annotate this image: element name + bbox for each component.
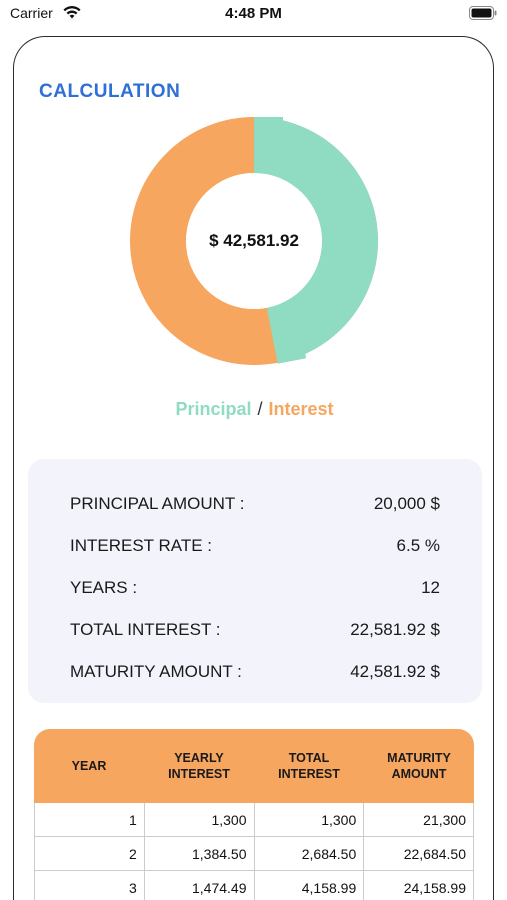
table-row: 3 1,474.49 4,158.99 24,158.99 — [34, 871, 474, 900]
summary-value: 22,581.92 $ — [350, 620, 440, 639]
wifi-icon — [63, 6, 81, 19]
cell-maturity-amount: 22,684.50 — [364, 837, 474, 870]
donut-hole — [186, 173, 322, 309]
chart-legend: Principal / Interest — [14, 399, 493, 420]
cell-year: 1 — [35, 803, 145, 836]
summary-row-principal: PRINCIPAL AMOUNT : 20,000 $ — [70, 483, 440, 525]
donut-svg — [130, 117, 378, 365]
column-header-maturity-amount: MATURITY AMOUNT — [387, 751, 451, 781]
donut-chart: $ 42,581.92 — [130, 117, 378, 365]
summary-value: 6.5 % — [396, 536, 440, 555]
yearly-table: YEAR YEARLY INTEREST TOTAL INTEREST MATURI… — [34, 729, 474, 900]
table-header: YEAR YEARLY INTEREST TOTAL INTEREST MATURI… — [34, 729, 474, 803]
legend-separator: / — [257, 399, 263, 419]
summary-label: TOTAL INTEREST : — [70, 620, 221, 639]
column-header-total-interest: TOTAL INTEREST — [278, 751, 340, 781]
summary-label: INTEREST RATE : — [70, 536, 213, 555]
donut-cap-mask — [266, 301, 307, 364]
cell-yearly-interest: 1,474.49 — [145, 871, 255, 900]
cell-maturity-amount: 21,300 — [364, 803, 474, 836]
summary-box: PRINCIPAL AMOUNT : 20,000 $ INTEREST RAT… — [28, 459, 482, 703]
summary-value: 42,581.92 $ — [350, 662, 440, 681]
column-header-year: YEAR — [71, 759, 107, 773]
status-bar: Carrier 4:48 PM — [0, 0, 507, 30]
donut-cap-mask — [254, 117, 283, 174]
summary-label: YEARS : — [70, 578, 138, 597]
summary-label: MATURITY AMOUNT : — [70, 662, 242, 681]
cell-total-interest: 1,300 — [255, 803, 365, 836]
summary-row-rate: INTEREST RATE : 6.5 % — [70, 525, 440, 567]
page-title: CALCULATION — [39, 81, 181, 102]
cell-total-interest: 2,684.50 — [255, 837, 365, 870]
table-row: 1 1,300 1,300 21,300 — [34, 803, 474, 837]
calculation-card: CALCULATION $ 42,581.92 Principal / Intere… — [13, 36, 494, 900]
summary-row-years: YEARS : 12 — [70, 567, 440, 609]
summary-value: 12 — [421, 578, 440, 597]
legend-principal: Principal — [175, 399, 252, 419]
legend-interest: Interest — [268, 399, 334, 419]
cell-yearly-interest: 1,300 — [145, 803, 255, 836]
battery-icon — [469, 6, 497, 20]
donut-center-total: $ 42,581.92 — [209, 231, 299, 250]
table-body: 1 1,300 1,300 21,300 2 1,384.50 2,684.50… — [34, 803, 474, 900]
cell-yearly-interest: 1,384.50 — [145, 837, 255, 870]
cell-maturity-amount: 24,158.99 — [364, 871, 474, 900]
column-header-yearly-interest: YEARLY INTEREST — [168, 751, 230, 781]
cell-total-interest: 4,158.99 — [255, 871, 365, 900]
clock: 4:48 PM — [225, 5, 282, 22]
cell-year: 2 — [35, 837, 145, 870]
summary-value: 20,000 $ — [373, 494, 440, 513]
summary-row-maturity: MATURITY AMOUNT : 42,581.92 $ — [70, 651, 440, 693]
summary-row-total-interest: TOTAL INTEREST : 22,581.92 $ — [70, 609, 440, 651]
summary-label: PRINCIPAL AMOUNT : — [70, 494, 245, 513]
cell-year: 3 — [35, 871, 145, 900]
carrier-label: Carrier — [10, 5, 53, 21]
table-row: 2 1,384.50 2,684.50 22,684.50 — [34, 837, 474, 871]
